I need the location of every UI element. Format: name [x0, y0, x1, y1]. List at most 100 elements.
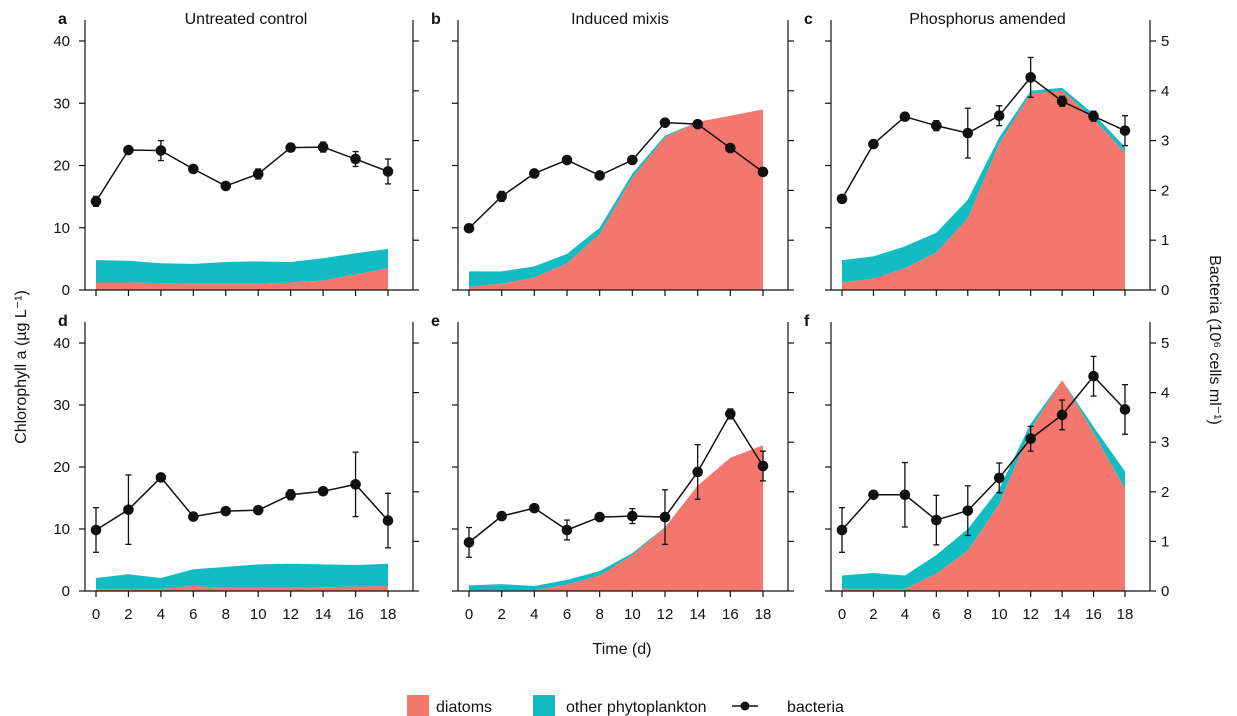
bacteria-point — [220, 180, 232, 192]
panel-c: 0 1 2 3 4 5 c Phosphorus amended — [804, 11, 1169, 299]
x-tick-label: 18 — [380, 606, 397, 623]
bacteria-point — [868, 489, 879, 501]
bacteria-point — [496, 510, 507, 522]
line-bacteria — [841, 76, 1126, 200]
x-tick-label: 16 — [347, 606, 364, 623]
y-tick-label-right: 0 — [1161, 583, 1169, 600]
bacteria-point — [692, 118, 703, 130]
legend-label-bacteria: bacteria — [787, 699, 844, 716]
y-tick-label-right: 1 — [1161, 533, 1169, 550]
y-tick-label-right: 5 — [1161, 335, 1169, 352]
bacteria-point — [1025, 72, 1036, 83]
x-tick-label: 6 — [932, 606, 940, 623]
bacteria-point — [90, 524, 102, 536]
x-axis-label: Time (d) — [593, 641, 652, 658]
panel-letter: f — [804, 313, 810, 330]
bacteria-point — [123, 144, 134, 156]
bacteria-point — [252, 168, 264, 180]
bacteria-point — [692, 466, 703, 478]
x-tick-label: 10 — [250, 606, 267, 623]
x-tick-label: 14 — [315, 606, 332, 623]
panel-b: b Induced mixis — [431, 11, 794, 296]
bacteria-point — [1056, 409, 1068, 421]
bacteria-point — [757, 166, 769, 178]
bacteria-point — [962, 505, 974, 516]
bacteria-point — [155, 472, 167, 483]
bacteria-point — [188, 511, 199, 522]
bacteria-point — [899, 111, 911, 122]
y-tick-label-left: 30 — [53, 397, 70, 414]
y-tick-label-left: 20 — [53, 459, 70, 476]
x-tick-label: 16 — [1085, 606, 1102, 623]
bacteria-point — [220, 505, 232, 517]
line-bacteria — [95, 476, 389, 531]
bacteria-point — [155, 145, 167, 156]
bacteria-point — [1088, 370, 1099, 382]
y-tick-label-right: 2 — [1161, 182, 1169, 199]
bacteria-point — [1025, 433, 1036, 445]
bacteria-point — [252, 504, 264, 516]
y-axis-label-right: Bacteria (10⁶ cells ml⁻¹) — [1206, 255, 1223, 425]
bacteria-point — [382, 166, 394, 177]
x-tick-label: 2 — [869, 606, 877, 623]
area-diatoms — [469, 109, 763, 290]
bacteria-point — [90, 196, 102, 207]
y-tick-label-right: 5 — [1161, 33, 1169, 50]
panel-letter: c — [804, 11, 813, 28]
area-other-phytoplankton — [96, 563, 388, 590]
y-tick-label-right: 3 — [1161, 133, 1169, 150]
bacteria-point — [350, 153, 361, 165]
y-tick-label-left: 30 — [53, 95, 70, 112]
area-diatoms — [469, 445, 763, 591]
bacteria-point — [317, 486, 329, 497]
bacteria-point — [382, 515, 394, 526]
bacteria-point — [463, 222, 475, 234]
bacteria-point — [317, 141, 329, 153]
x-tick-label: 4 — [901, 606, 909, 623]
bacteria-point — [594, 511, 605, 523]
y-tick-label-left: 0 — [62, 583, 70, 600]
panel-letter: a — [58, 11, 67, 28]
y-tick-label-left: 10 — [53, 521, 70, 538]
y-tick-label-left: 20 — [53, 158, 70, 175]
line-bacteria — [95, 146, 389, 202]
bacteria-point — [1119, 125, 1131, 136]
bacteria-point — [285, 489, 296, 501]
bacteria-point — [659, 511, 671, 523]
bacteria-point — [188, 163, 199, 175]
x-tick-label: 16 — [722, 606, 739, 623]
bacteria-point — [725, 408, 736, 420]
x-tick-label: 4 — [157, 606, 165, 623]
area-diatoms — [96, 268, 388, 290]
bacteria-point — [463, 537, 475, 548]
area-diatoms — [842, 90, 1125, 290]
x-tick-label: 18 — [1117, 606, 1134, 623]
bacteria-point — [962, 127, 974, 139]
bacteria-point — [561, 524, 573, 536]
panel-title: Induced mixis — [571, 11, 669, 28]
x-tick-label: 12 — [1022, 606, 1039, 623]
y-tick-label-left: 0 — [62, 282, 70, 299]
bacteria-point — [725, 142, 736, 154]
x-tick-label: 10 — [991, 606, 1008, 623]
x-tick-label: 2 — [124, 606, 132, 623]
bacteria-point — [836, 524, 848, 536]
x-tick-label: 0 — [838, 606, 846, 623]
panel-d: 0 10 20 30 40 0 2 4 6 8 10 12 14 16 18 d — [53, 313, 419, 623]
legend-label-diatoms: diatoms — [436, 699, 492, 716]
x-tick-label: 0 — [465, 606, 473, 623]
panel-letter: d — [58, 313, 68, 330]
bacteria-point — [285, 142, 296, 153]
bacteria-point — [594, 170, 605, 181]
panel-title: Phosphorus amended — [909, 11, 1066, 28]
bacteria-point — [836, 193, 848, 205]
line-bacteria — [468, 412, 764, 543]
y-tick-label-left: 40 — [53, 335, 70, 352]
bacteria-point — [350, 479, 361, 490]
legend-swatch-diatoms — [407, 695, 429, 716]
y-tick-label-left: 40 — [53, 33, 70, 50]
bacteria-point — [993, 110, 1005, 121]
